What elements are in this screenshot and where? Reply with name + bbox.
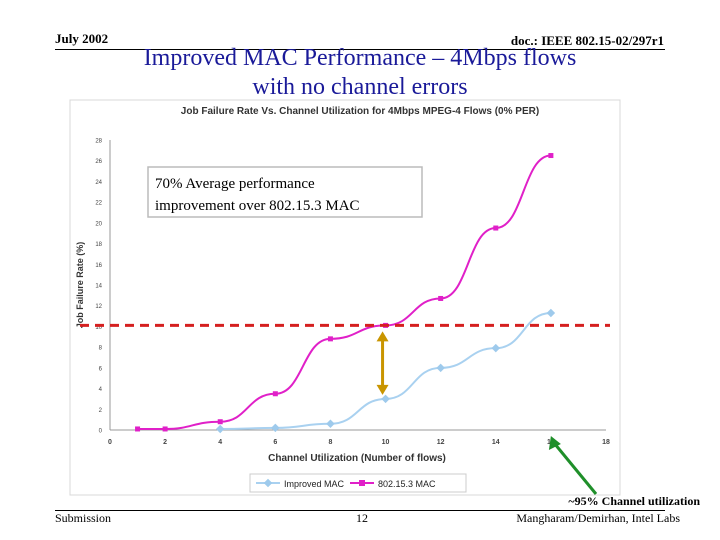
y-tick-label: 18 <box>95 242 102 248</box>
data-point-improved <box>436 363 445 373</box>
callout-box <box>147 166 423 218</box>
data-point-baseline <box>438 295 444 301</box>
x-tick-label: 14 <box>492 439 500 446</box>
legend: Improved MAC 802.15.3 MAC <box>249 473 467 493</box>
data-point-baseline <box>548 153 554 159</box>
callout-line-1: 70% Average performance <box>155 176 315 192</box>
data-point-improved <box>215 424 225 434</box>
callout-line-2: improvement over 802.15.3 MAC <box>155 198 360 214</box>
y-tick-label: 24 <box>95 180 102 186</box>
utilization-arrow <box>548 436 598 495</box>
green-arrow-head <box>548 436 561 450</box>
utilization-note: ~95% Channel utilization <box>568 494 700 508</box>
y-tick-label: 6 <box>99 366 103 372</box>
y-tick-label: 14 <box>95 284 102 290</box>
improvement-arrow <box>376 331 389 395</box>
y-tick-label: 10 <box>95 325 102 331</box>
data-point-improved <box>381 394 390 404</box>
data-point-improved <box>491 343 501 353</box>
x-tick-label: 8 <box>328 439 332 446</box>
x-tick-label: 0 <box>108 439 112 446</box>
legend-marker-baseline <box>359 480 365 486</box>
x-tick-label: 6 <box>273 439 277 446</box>
slide-title-line-2: with no channel errors <box>252 74 468 100</box>
y-tick-label: 8 <box>99 346 103 352</box>
chart-title: Job Failure Rate Vs. Channel Utilization… <box>181 106 539 117</box>
footer-submission: Submission <box>55 511 112 525</box>
data-point-improved <box>271 423 280 433</box>
x-tick-label: 18 <box>602 439 610 446</box>
data-point-baseline <box>217 419 223 425</box>
data-point-baseline <box>162 426 168 432</box>
legend-marker-improved <box>263 478 273 488</box>
data-point-baseline <box>327 336 333 342</box>
slide-title: Improved MAC Performance – 4Mbps flows w… <box>100 44 620 102</box>
x-tick-label: 12 <box>437 439 445 446</box>
data-point-improved <box>546 308 556 318</box>
header-date: July 2002 <box>55 31 109 46</box>
data-point-baseline <box>135 426 141 432</box>
data-point-improved <box>326 419 335 429</box>
data-point-baseline <box>272 391 278 397</box>
footer-authors: Mangharam/Demirhan, Intel Labs <box>516 511 680 525</box>
data-point-baseline <box>493 225 499 231</box>
arrow-head-down <box>376 384 389 395</box>
x-axis-label: Channel Utilization (Number of flows) <box>268 453 446 464</box>
header-doc-id: doc.: IEEE 802.15-02/297r1 <box>510 33 664 48</box>
series-layer <box>135 153 556 434</box>
y-tick-label: 4 <box>99 387 103 393</box>
x-tick-label: 10 <box>382 439 390 446</box>
y-tick-label: 16 <box>95 263 102 269</box>
footer-rule <box>55 510 665 511</box>
legend-label-improved: Improved MAC <box>284 479 345 489</box>
y-tick-label: 20 <box>95 221 102 227</box>
footer-page-number: 12 <box>356 511 368 525</box>
series-line-baseline <box>137 154 552 430</box>
slide-title-line-1: Improved MAC Performance – 4Mbps flows <box>143 45 577 71</box>
arrow-head-up <box>376 331 389 342</box>
header-rule <box>55 49 665 50</box>
y-tick-label: 22 <box>95 201 102 207</box>
y-tick-label: 2 <box>99 408 103 414</box>
green-arrow-shaft <box>553 443 598 495</box>
y-axis-label: Job Failure Rate (%) <box>75 242 85 329</box>
legend-label-baseline: 802.15.3 MAC <box>378 479 436 489</box>
y-tick-label: 26 <box>95 159 102 165</box>
y-tick-label: 12 <box>95 304 102 310</box>
chart-frame <box>69 99 621 496</box>
x-tick-label: 4 <box>218 439 222 446</box>
y-tick-label: 28 <box>95 139 102 145</box>
x-tick-label: 2 <box>163 439 167 446</box>
y-tick-label: 0 <box>99 429 103 435</box>
